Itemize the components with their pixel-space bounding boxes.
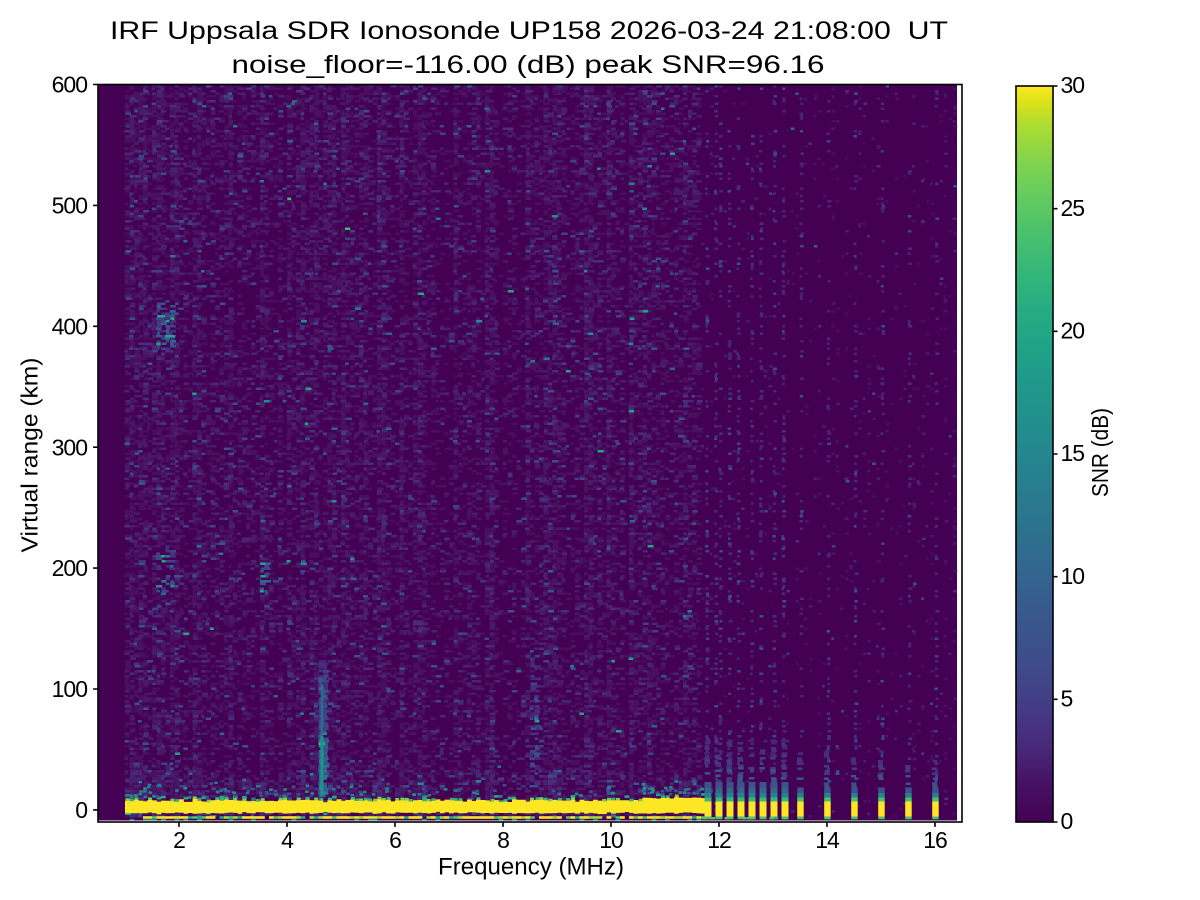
svg-text:8: 8 bbox=[497, 827, 509, 853]
svg-text:16: 16 bbox=[923, 827, 947, 853]
svg-text:12: 12 bbox=[707, 827, 731, 853]
svg-text:IRF Uppsala SDR Ionosonde UP15: IRF Uppsala SDR Ionosonde UP158 2026-03-… bbox=[110, 18, 948, 45]
svg-text:400: 400 bbox=[52, 313, 88, 339]
svg-text:6: 6 bbox=[389, 827, 401, 853]
svg-text:Frequency (MHz): Frequency (MHz) bbox=[438, 854, 624, 881]
svg-text:SNR (dB): SNR (dB) bbox=[1087, 408, 1113, 497]
svg-text:0: 0 bbox=[1061, 808, 1073, 834]
svg-text:10: 10 bbox=[1061, 563, 1085, 589]
svg-text:14: 14 bbox=[815, 827, 840, 853]
svg-text:20: 20 bbox=[1061, 318, 1085, 344]
svg-text:300: 300 bbox=[52, 434, 88, 460]
svg-text:30: 30 bbox=[1061, 72, 1085, 98]
svg-text:2: 2 bbox=[173, 827, 185, 853]
svg-text:25: 25 bbox=[1061, 195, 1085, 221]
svg-text:100: 100 bbox=[52, 676, 88, 702]
svg-text:noise_floor=-116.00 (dB) peak: noise_floor=-116.00 (dB) peak SNR=96.16 bbox=[232, 52, 825, 79]
svg-text:200: 200 bbox=[52, 555, 88, 581]
svg-text:4: 4 bbox=[281, 827, 294, 853]
svg-text:0: 0 bbox=[75, 797, 87, 823]
svg-text:5: 5 bbox=[1061, 686, 1073, 712]
svg-text:15: 15 bbox=[1061, 440, 1085, 466]
svg-text:600: 600 bbox=[52, 72, 88, 98]
svg-text:10: 10 bbox=[599, 827, 623, 853]
svg-text:Virtual range (km): Virtual range (km) bbox=[17, 358, 43, 553]
svg-text:500: 500 bbox=[52, 193, 88, 219]
